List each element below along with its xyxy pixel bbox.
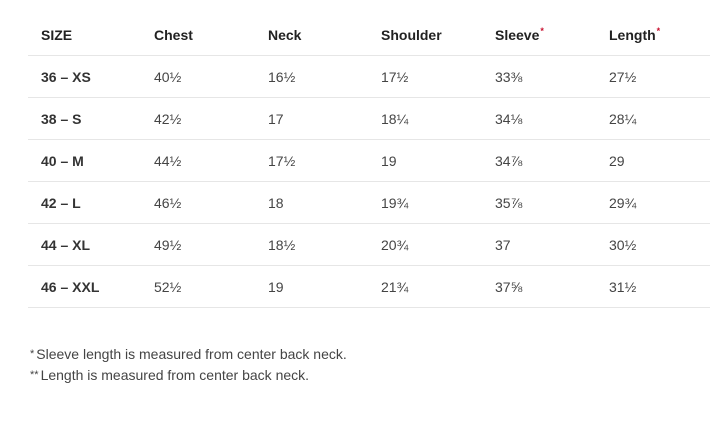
size-table: SIZE Chest Neck Shoulder Sleeve* Length*… bbox=[28, 14, 710, 308]
header-shoulder: Shoulder bbox=[368, 14, 482, 56]
size-cell: 44 – XL bbox=[28, 223, 141, 266]
header-neck: Neck bbox=[255, 14, 368, 56]
asterisk-marker: * bbox=[540, 25, 544, 36]
neck-cell: 16½ bbox=[255, 55, 368, 98]
chest-cell: 40½ bbox=[141, 55, 255, 98]
sleeve-cell: 34⅛ bbox=[482, 97, 596, 140]
table-row: 46 – XXL 52½ 19 21¾ 37⅝ 31½ bbox=[28, 265, 710, 308]
neck-cell: 19 bbox=[255, 265, 368, 308]
shoulder-cell: 17½ bbox=[368, 55, 482, 98]
chest-cell: 42½ bbox=[141, 97, 255, 140]
footnote-mark: * bbox=[30, 348, 35, 360]
shoulder-cell: 21¾ bbox=[368, 265, 482, 308]
size-cell: 38 – S bbox=[28, 97, 141, 140]
footnote-length: ** Length is measured from center back ne… bbox=[30, 365, 347, 386]
neck-cell: 18 bbox=[255, 181, 368, 224]
footnotes: * Sleeve length is measured from center b… bbox=[30, 344, 347, 386]
footnote-mark: ** bbox=[30, 369, 39, 381]
length-cell: 29¾ bbox=[596, 181, 710, 224]
neck-cell: 17 bbox=[255, 97, 368, 140]
sleeve-cell: 37⅝ bbox=[482, 265, 596, 308]
header-size: SIZE bbox=[28, 14, 141, 56]
sleeve-cell: 34⅞ bbox=[482, 139, 596, 182]
shoulder-cell: 19 bbox=[368, 139, 482, 182]
length-cell: 29 bbox=[596, 139, 710, 182]
asterisk-marker: * bbox=[656, 25, 661, 36]
size-cell: 36 – XS bbox=[28, 55, 141, 98]
size-cell: 40 – M bbox=[28, 139, 141, 182]
footnote-sleeve: * Sleeve length is measured from center b… bbox=[30, 344, 347, 365]
table-row: 42 – L 46½ 18 19¾ 35⅞ 29¾ bbox=[28, 181, 710, 224]
chest-cell: 44½ bbox=[141, 139, 255, 182]
length-cell: 28¼ bbox=[596, 97, 710, 140]
table-header-row: SIZE Chest Neck Shoulder Sleeve* Length* bbox=[28, 14, 710, 56]
size-cell: 42 – L bbox=[28, 181, 141, 224]
chest-cell: 52½ bbox=[141, 265, 255, 308]
sleeve-cell: 37 bbox=[482, 223, 596, 266]
table-row: 40 – M 44½ 17½ 19 34⅞ 29 bbox=[28, 139, 710, 182]
table-row: 38 – S 42½ 17 18¼ 34⅛ 28¼ bbox=[28, 97, 710, 140]
length-cell: 31½ bbox=[596, 265, 710, 308]
header-chest: Chest bbox=[141, 14, 255, 56]
shoulder-cell: 20¾ bbox=[368, 223, 482, 266]
header-sleeve: Sleeve* bbox=[482, 14, 596, 56]
table-row: 44 – XL 49½ 18½ 20¾ 37 30½ bbox=[28, 223, 710, 266]
footnote-text: Length is measured from center back neck… bbox=[40, 367, 310, 383]
size-cell: 46 – XXL bbox=[28, 265, 141, 308]
neck-cell: 17½ bbox=[255, 139, 368, 182]
sleeve-cell: 35⅞ bbox=[482, 181, 596, 224]
footnote-text: Sleeve length is measured from center ba… bbox=[36, 346, 347, 362]
table-row: 36 – XS 40½ 16½ 17½ 33⅜ 27½ bbox=[28, 55, 710, 98]
header-length: Length* bbox=[596, 14, 710, 56]
shoulder-cell: 18¼ bbox=[368, 97, 482, 140]
shoulder-cell: 19¾ bbox=[368, 181, 482, 224]
length-cell: 27½ bbox=[596, 55, 710, 98]
neck-cell: 18½ bbox=[255, 223, 368, 266]
length-cell: 30½ bbox=[596, 223, 710, 266]
chest-cell: 46½ bbox=[141, 181, 255, 224]
sleeve-cell: 33⅜ bbox=[482, 55, 596, 98]
chest-cell: 49½ bbox=[141, 223, 255, 266]
